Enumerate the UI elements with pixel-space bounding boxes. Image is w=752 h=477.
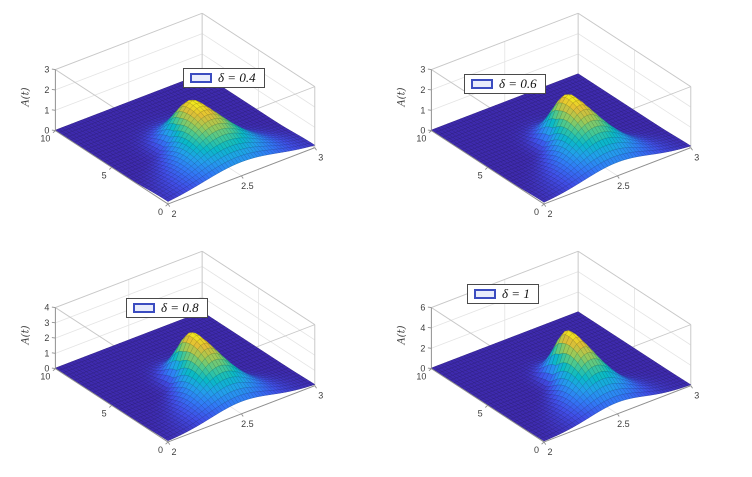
legend-label: δ = 0.6	[499, 76, 537, 91]
legend-1: δ = 0.4	[183, 68, 265, 88]
subplot-delta-0.8: δ = 0.8	[0, 238, 376, 476]
legend-4: δ = 1	[467, 284, 539, 304]
surface-swatch-icon	[133, 303, 155, 313]
subplot-delta-1: δ = 1	[376, 238, 752, 476]
surface-plot-canvas-3	[0, 238, 376, 476]
surface-swatch-icon	[471, 79, 493, 89]
surface-plot-canvas-2	[376, 0, 752, 238]
legend-2: δ = 0.6	[464, 74, 546, 94]
surface-swatch-icon	[190, 73, 212, 83]
subplot-delta-0.6: δ = 0.6	[376, 0, 752, 238]
surface-plot-canvas-4	[376, 238, 752, 476]
subplot-delta-0.4: δ = 0.4	[0, 0, 376, 238]
legend-3: δ = 0.8	[126, 298, 208, 318]
legend-label: δ = 0.4	[218, 70, 256, 85]
legend-label: δ = 0.8	[161, 300, 199, 315]
surface-plot-canvas-1	[0, 0, 376, 238]
surface-swatch-icon	[474, 289, 496, 299]
legend-label: δ = 1	[502, 286, 530, 301]
